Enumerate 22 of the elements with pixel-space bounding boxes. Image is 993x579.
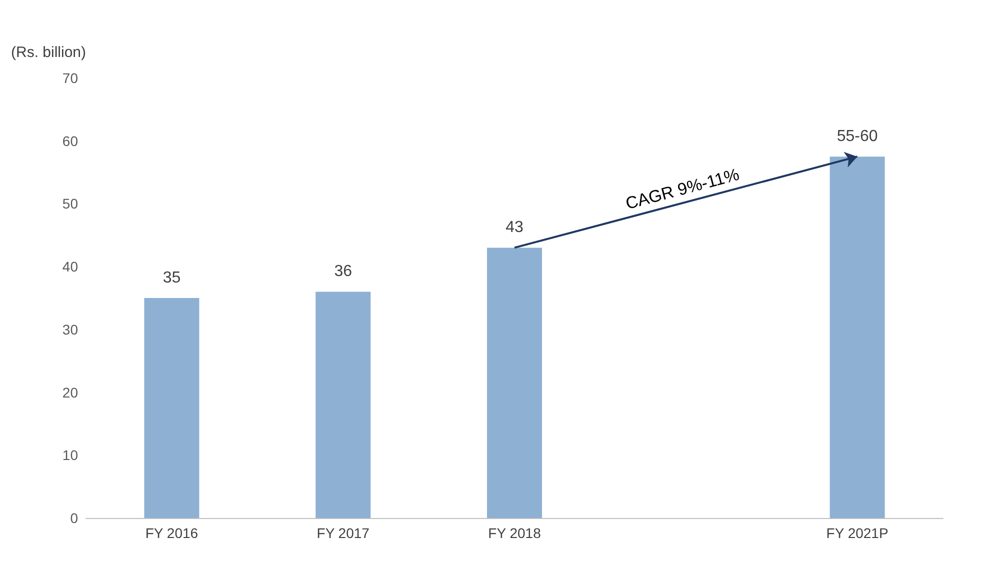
data-label: 55-60 bbox=[836, 128, 878, 146]
y-tick-label: 30 bbox=[62, 321, 78, 338]
bar bbox=[316, 292, 371, 518]
y-tick-label: 40 bbox=[62, 258, 78, 275]
y-tick-label: 60 bbox=[62, 132, 78, 149]
x-tick-label: FY 2016 bbox=[145, 525, 198, 541]
y-tick-label: 70 bbox=[62, 70, 78, 86]
y-tick-label: 10 bbox=[62, 447, 78, 464]
y-tick-label: 50 bbox=[62, 196, 78, 212]
x-tick-label: FY 2018 bbox=[488, 525, 542, 541]
x-tick-label: FY 2017 bbox=[316, 525, 370, 541]
bar bbox=[144, 298, 200, 518]
data-label: 36 bbox=[334, 263, 352, 280]
data-label: 43 bbox=[506, 219, 524, 236]
bar bbox=[830, 156, 885, 518]
data-label: 35 bbox=[162, 270, 181, 286]
y-axis-title: (Rs. billion) bbox=[11, 44, 86, 61]
annotation: CAGR 9%-11% bbox=[624, 164, 742, 214]
y-tick-label: 0 bbox=[70, 510, 78, 526]
x-tick-label: FY 2021P bbox=[826, 525, 888, 541]
y-tick-label: 20 bbox=[62, 384, 78, 400]
bar bbox=[487, 248, 542, 518]
